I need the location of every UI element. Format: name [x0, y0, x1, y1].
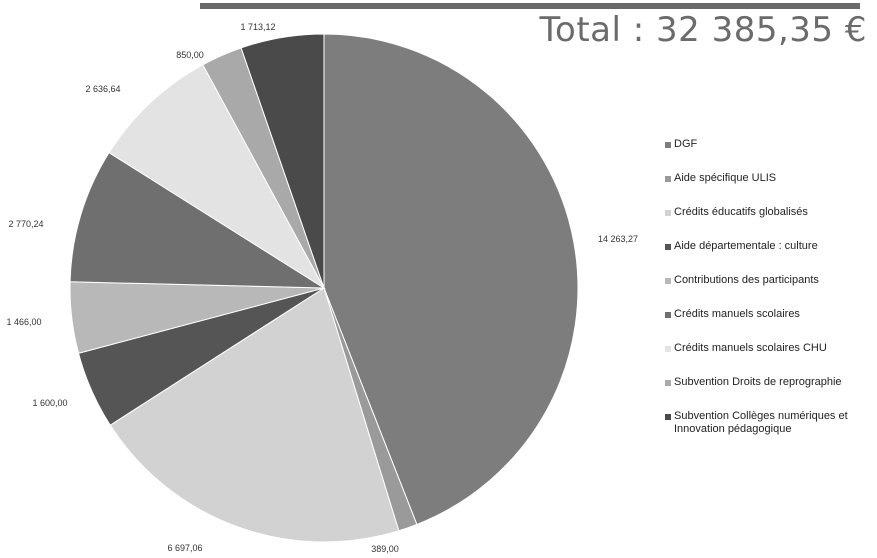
slice-data-label: 2 636,64	[85, 84, 120, 94]
legend-item-contributions: Contributions des participants	[665, 274, 875, 308]
slice-data-label: 6 697,06	[167, 543, 202, 553]
legend-item-manuels-chu: Crédits manuels scolaires CHU	[665, 342, 875, 376]
legend-label: Contributions des participants	[674, 274, 819, 286]
legend-swatch	[665, 210, 671, 216]
pie-slice	[109, 287, 400, 543]
total-amount: Total : 32 385,35 €	[539, 10, 867, 50]
chart-legend: DGF Aide spécifique ULIS Crédits éducati…	[665, 138, 875, 444]
slice-data-label: 1 713,12	[240, 22, 275, 32]
legend-item-manuels: Crédits manuels scolaires	[665, 308, 875, 342]
slice-data-label: 1 466,00	[6, 317, 41, 327]
legend-item-aide-culture: Aide départementale : culture	[665, 240, 875, 274]
slice-data-label: 14 263,27	[598, 234, 638, 244]
pie-slice	[240, 33, 325, 289]
pie-slice	[108, 64, 326, 290]
pie-slice	[69, 151, 326, 289]
slice-data-label: 1 600,00	[32, 398, 67, 408]
legend-item-aide-ulis: Aide spécifique ULIS	[665, 172, 875, 206]
legend-swatch	[665, 414, 671, 420]
legend-item-credits-educatifs: Crédits éducatifs globalisés	[665, 206, 875, 240]
header-divider	[200, 3, 860, 9]
legend-swatch	[665, 278, 671, 284]
legend-label: Crédits manuels scolaires CHU	[674, 342, 827, 354]
legend-label: Subvention Droits de reprographie	[674, 376, 842, 388]
pie-slice	[323, 33, 579, 526]
slice-data-label: 850,00	[176, 50, 204, 60]
legend-swatch	[665, 176, 671, 182]
slice-data-label: 2 770,24	[8, 219, 43, 229]
legend-label: DGF	[674, 138, 698, 150]
legend-label: Aide départementale : culture	[674, 240, 818, 252]
legend-swatch	[665, 244, 671, 250]
legend-label: Aide spécifique ULIS	[674, 172, 777, 184]
slice-data-label: 389,00	[371, 544, 399, 554]
legend-swatch	[665, 142, 671, 148]
legend-swatch	[665, 312, 671, 318]
legend-item-colleges-numeriques: Subvention Collèges numériques et Innova…	[665, 410, 875, 444]
legend-label: Crédits éducatifs globalisés	[674, 206, 808, 218]
legend-label: Crédits manuels scolaires	[674, 308, 800, 320]
legend-item-reprographie: Subvention Droits de reprographie	[665, 376, 875, 410]
legend-swatch	[665, 346, 671, 352]
legend-item-dgf: DGF	[665, 138, 875, 172]
legend-swatch	[665, 380, 671, 386]
legend-label: Subvention Collèges numériques et Innova…	[674, 410, 848, 435]
